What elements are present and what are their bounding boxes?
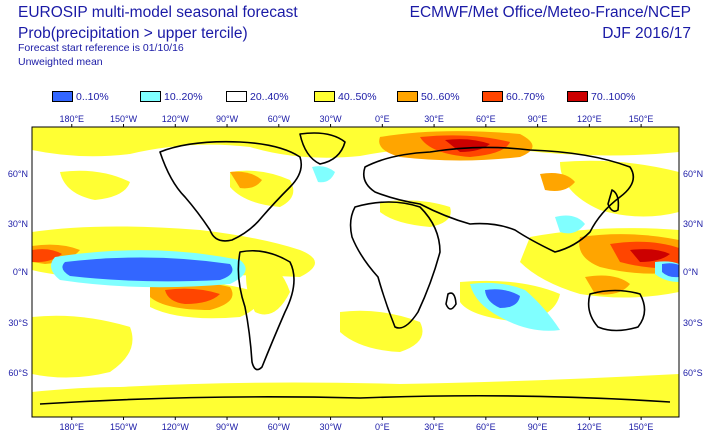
right-lat-label: 30°S	[683, 318, 703, 328]
legend-item: 10..20%	[140, 90, 203, 103]
legend-swatch	[314, 91, 335, 102]
legend-swatch	[567, 91, 588, 102]
legend-label: 60..70%	[506, 90, 545, 103]
legend-item: 70..100%	[567, 90, 635, 103]
top-lon-label: 0°E	[375, 114, 390, 124]
top-lon-label: 60°W	[268, 114, 291, 124]
right-lat-label: 60°N	[683, 169, 703, 179]
forecast-centres: ECMWF/Met Office/Meteo-France/NCEP	[409, 4, 691, 21]
mean-type-note: Unweighted mean	[18, 56, 103, 68]
top-lon-label: 30°E	[424, 114, 444, 124]
legend-item: 0..10%	[52, 90, 109, 103]
forecast-season: DJF 2016/17	[602, 25, 691, 42]
bottom-lon-label: 150°W	[110, 422, 138, 432]
legend-label: 70..100%	[591, 90, 636, 103]
bottom-lon-label: 30°W	[320, 422, 343, 432]
right-lat-label: 0°N	[683, 267, 698, 277]
coastlines	[39, 132, 671, 405]
legend-swatch	[226, 91, 247, 102]
top-lon-label: 150°E	[629, 114, 654, 124]
axis-ticks: 180°E 180°E 150°W 150°W 120°W 120°W 90°W 90°W 60…	[8, 114, 703, 432]
left-lat-label: 0°N	[13, 267, 28, 277]
bottom-lon-label: 180°E	[59, 422, 84, 432]
map-title: EUROSIP multi-model seasonal forecast	[18, 4, 298, 21]
top-lon-label: 180°E	[59, 114, 84, 124]
top-lon-label: 90°E	[528, 114, 548, 124]
left-lat-label: 30°S	[8, 318, 28, 328]
left-lat-label: 30°N	[8, 219, 28, 229]
right-lat-label: 60°S	[683, 368, 703, 378]
top-lon-label: 30°W	[320, 114, 343, 124]
bottom-lon-label: 120°E	[577, 422, 602, 432]
legend-label: 0..10%	[76, 90, 109, 103]
legend-swatch	[397, 91, 418, 102]
top-lon-label: 60°E	[476, 114, 496, 124]
legend-item: 60..70%	[482, 90, 545, 103]
legend-item: 20..40%	[226, 90, 289, 103]
legend-label: 50..60%	[421, 90, 460, 103]
top-lon-label: 150°W	[110, 114, 138, 124]
field-0-10	[62, 257, 679, 308]
bottom-lon-label: 60°W	[268, 422, 291, 432]
top-lon-label: 120°W	[162, 114, 190, 124]
forecast-start-reference: Forecast start reference is 01/10/16	[18, 42, 184, 54]
bottom-lon-label: 120°W	[162, 422, 190, 432]
right-lat-label: 30°N	[683, 219, 703, 229]
legend-label: 20..40%	[250, 90, 289, 103]
map-subtitle: Prob(precipitation > upper tercile)	[18, 25, 248, 42]
world-precipitation-map: 180°E 180°E 150°W 150°W 120°W 120°W 90°W 90°W 60…	[8, 114, 703, 432]
bottom-lon-label: 60°E	[476, 422, 496, 432]
legend-swatch	[140, 91, 161, 102]
bottom-lon-label: 30°E	[424, 422, 444, 432]
legend-swatch	[482, 91, 503, 102]
legend-item: 40..50%	[314, 90, 377, 103]
bottom-lon-label: 0°E	[375, 422, 390, 432]
bottom-lon-label: 90°W	[216, 422, 239, 432]
left-lat-label: 60°N	[8, 169, 28, 179]
legend-item: 50..60%	[397, 90, 460, 103]
legend-label: 40..50%	[338, 90, 377, 103]
bottom-lon-label: 90°E	[528, 422, 548, 432]
map-frame	[31, 126, 680, 418]
top-lon-label: 90°W	[216, 114, 239, 124]
probability-fields	[32, 127, 679, 417]
probability-legend: 0..10% 10..20% 20..40% 40..50% 50..60% 6…	[52, 90, 692, 103]
left-lat-label: 60°S	[8, 368, 28, 378]
top-lon-label: 120°E	[577, 114, 602, 124]
legend-swatch	[52, 91, 73, 102]
legend-label: 10..20%	[164, 90, 203, 103]
bottom-lon-label: 150°E	[629, 422, 654, 432]
